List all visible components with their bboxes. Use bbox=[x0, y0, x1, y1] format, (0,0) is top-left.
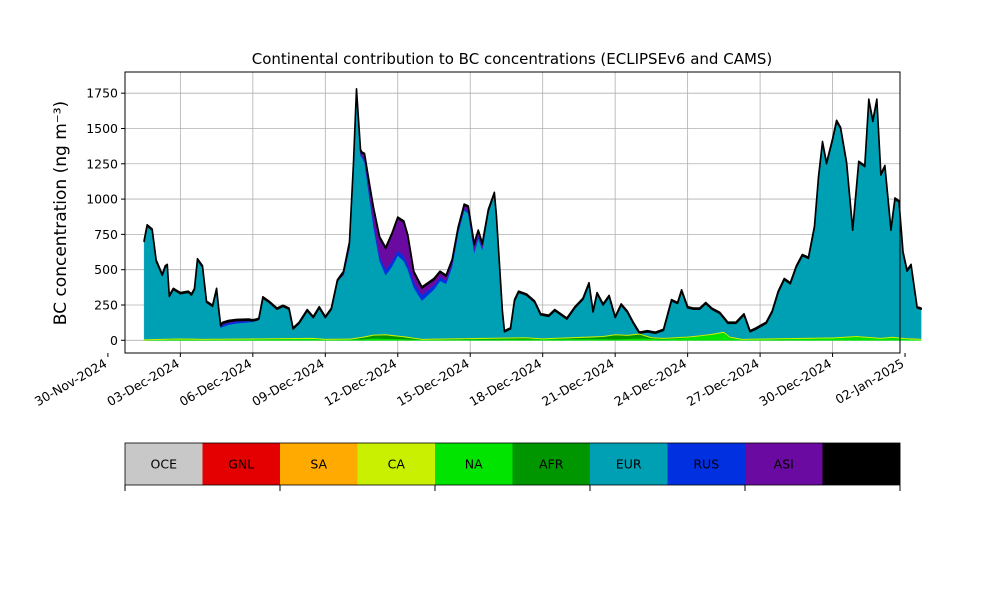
legend-label: NA bbox=[465, 457, 483, 472]
legend-label: AFR bbox=[539, 457, 564, 472]
legend-swatch-afr bbox=[512, 443, 591, 485]
legend-swatch-aus bbox=[822, 443, 901, 485]
y-tick-label: 0 bbox=[110, 333, 118, 348]
legend-label: RUS bbox=[693, 457, 719, 472]
legend-label: ASI bbox=[774, 457, 794, 472]
legend-swatch-oce bbox=[125, 443, 203, 485]
legend-swatch-na bbox=[435, 443, 513, 485]
x-tick-label: 12-Dec-2024 bbox=[322, 356, 400, 409]
legend-label: OCE bbox=[151, 457, 178, 472]
legend-label: SA bbox=[310, 457, 327, 472]
area-series-ca bbox=[143, 331, 922, 341]
x-tick-label: 03-Dec-2024 bbox=[104, 356, 182, 409]
legend-label: EUR bbox=[616, 457, 642, 472]
area-series-eur bbox=[143, 97, 922, 341]
y-axis-label: BC concentration (ng m⁻³) bbox=[51, 101, 71, 325]
legend-swatch-sa bbox=[280, 443, 358, 485]
legend-swatch-rus bbox=[667, 443, 746, 485]
y-tick-label: 750 bbox=[94, 227, 118, 242]
y-tick-label: 250 bbox=[94, 297, 118, 312]
stacked-areas bbox=[143, 88, 922, 341]
x-tick-label: 30-Nov-2024 bbox=[32, 356, 110, 409]
x-tick-label: 27-Dec-2024 bbox=[684, 356, 762, 409]
x-tick-label: 09-Dec-2024 bbox=[249, 356, 327, 409]
x-tick-label: 06-Dec-2024 bbox=[177, 356, 255, 409]
plot-frame bbox=[124, 71, 901, 354]
legend-swatch-asi bbox=[745, 443, 823, 485]
legend-swatch-eur bbox=[590, 443, 668, 485]
legend-swatch-gnl bbox=[202, 443, 281, 485]
y-tick-label: 1000 bbox=[86, 192, 118, 207]
y-tick-label: 500 bbox=[94, 262, 118, 277]
legend-frame bbox=[124, 442, 901, 486]
y-tick-label: 1250 bbox=[86, 156, 118, 171]
x-tick-label: 21-Dec-2024 bbox=[539, 356, 617, 409]
legend-label: AUS bbox=[848, 457, 874, 472]
chart-title: Continental contribution to BC concentra… bbox=[252, 50, 773, 68]
legend-swatch-ca bbox=[357, 443, 436, 485]
legend-colorbar: OCE GNL SA CA NA AFR EUR RUS ASI AUS bbox=[124, 442, 901, 491]
x-tick-label: 30-Dec-2024 bbox=[756, 356, 834, 409]
y-tick-label: 1500 bbox=[86, 121, 118, 136]
x-tick-label: 02-Jan-2025 bbox=[833, 356, 907, 407]
x-tick-label: 24-Dec-2024 bbox=[612, 356, 690, 409]
area-series-aus bbox=[143, 88, 922, 335]
legend-label: GNL bbox=[228, 457, 254, 472]
x-tick-label: 15-Dec-2024 bbox=[394, 356, 472, 409]
legend-label: CA bbox=[388, 457, 406, 472]
y-tick-label: 1750 bbox=[86, 86, 118, 101]
x-tick-label: 18-Dec-2024 bbox=[467, 356, 545, 409]
